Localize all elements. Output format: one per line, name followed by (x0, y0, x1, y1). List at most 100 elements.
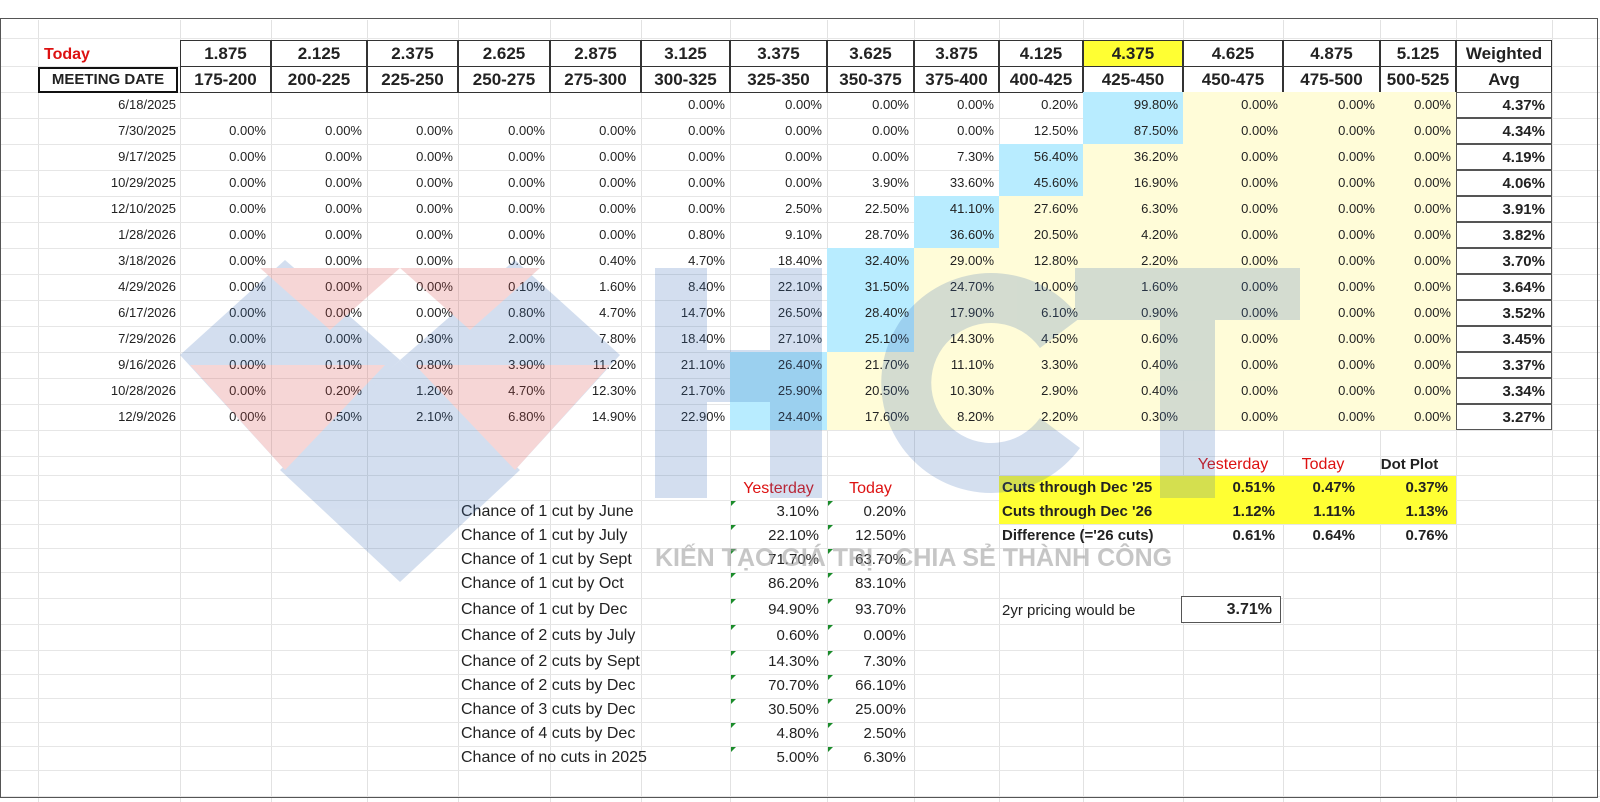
probability-cell[interactable]: 0.00% (1183, 170, 1283, 196)
probability-cell[interactable]: 0.20% (1041, 97, 1078, 112)
probability-cell[interactable]: 0.00% (1183, 92, 1283, 118)
probability-cell[interactable]: 27.10% (777, 331, 822, 346)
probability-cell[interactable]: 41.10% (914, 196, 999, 222)
chance-today-value[interactable]: 66.10% (855, 677, 906, 694)
probability-cell[interactable]: 0.00% (325, 227, 362, 242)
probability-cell[interactable]: 0.00% (1183, 248, 1283, 274)
probability-cell[interactable]: 0.00% (1380, 92, 1456, 118)
probability-cell[interactable]: 32.40% (827, 248, 914, 274)
probability-cell[interactable]: 18.40% (777, 253, 822, 268)
probability-cell[interactable]: 0.00% (325, 331, 362, 346)
probability-cell[interactable]: 0.00% (416, 175, 453, 190)
probability-cell[interactable]: 0.00% (325, 149, 362, 164)
probability-cell[interactable]: 17.60% (827, 404, 914, 430)
chance-today-value[interactable]: 25.00% (855, 701, 906, 718)
probability-cell[interactable]: 0.00% (599, 123, 636, 138)
probability-cell[interactable]: 0.00% (416, 123, 453, 138)
cuts-today-value[interactable]: 1.11% (1283, 500, 1363, 524)
probability-cell[interactable]: 0.00% (1380, 196, 1456, 222)
probability-cell[interactable]: 0.00% (508, 149, 545, 164)
chance-today-value[interactable]: 2.50% (863, 725, 906, 742)
probability-cell[interactable]: 24.40% (730, 404, 827, 430)
probability-cell[interactable]: 28.70% (864, 227, 909, 242)
probability-cell[interactable]: 0.00% (688, 97, 725, 112)
probability-cell[interactable]: 14.70% (680, 305, 725, 320)
probability-cell[interactable]: 0.00% (1380, 274, 1456, 300)
probability-cell[interactable]: 25.10% (827, 326, 914, 352)
probability-cell[interactable]: 0.00% (416, 279, 453, 294)
chance-yesterday-value[interactable]: 70.70% (768, 677, 819, 694)
chance-today-value[interactable]: 93.70% (855, 601, 906, 618)
probability-cell[interactable]: 0.00% (229, 409, 266, 424)
probability-cell[interactable]: 0.00% (785, 149, 822, 164)
cuts-dot-plot-value[interactable]: 0.37% (1363, 476, 1456, 500)
probability-cell[interactable]: 0.00% (599, 227, 636, 242)
probability-cell[interactable]: 0.00% (416, 253, 453, 268)
probability-cell[interactable]: 0.60% (1083, 326, 1183, 352)
probability-cell[interactable]: 0.00% (1380, 248, 1456, 274)
probability-cell[interactable]: 0.00% (1283, 196, 1380, 222)
probability-cell[interactable]: 0.00% (508, 227, 545, 242)
probability-cell[interactable]: 11.20% (592, 357, 636, 372)
probability-cell[interactable]: 1.60% (599, 279, 636, 294)
probability-cell[interactable]: 14.30% (914, 326, 999, 352)
chance-today-value[interactable]: 6.30% (863, 749, 906, 766)
probability-cell[interactable]: 0.00% (229, 253, 266, 268)
chance-yesterday-value[interactable]: 5.00% (776, 749, 819, 766)
probability-cell[interactable]: 0.00% (1283, 248, 1380, 274)
probability-cell[interactable]: 0.90% (1083, 300, 1183, 326)
probability-cell[interactable]: 0.00% (1183, 378, 1283, 404)
probability-cell[interactable]: 16.90% (1083, 170, 1183, 196)
weighted-avg-cell[interactable]: 3.82% (1456, 222, 1552, 248)
probability-cell[interactable]: 2.20% (1083, 248, 1183, 274)
cuts-yesterday-value[interactable]: 1.12% (1183, 500, 1283, 524)
probability-cell[interactable]: 0.00% (325, 279, 362, 294)
probability-cell[interactable]: 20.50% (827, 378, 914, 404)
probability-cell[interactable]: 0.00% (599, 175, 636, 190)
probability-cell[interactable]: 0.20% (325, 383, 362, 398)
probability-cell[interactable]: 7.30% (957, 149, 994, 164)
weighted-avg-cell[interactable]: 3.37% (1456, 352, 1552, 378)
probability-cell[interactable] (180, 92, 271, 118)
probability-cell[interactable]: 27.60% (999, 196, 1083, 222)
probability-cell[interactable]: 14.90% (591, 409, 636, 424)
probability-cell[interactable]: 45.60% (999, 170, 1083, 196)
probability-cell[interactable]: 0.00% (1183, 222, 1283, 248)
probability-cell[interactable]: 6.30% (1083, 196, 1183, 222)
probability-cell[interactable]: 2.50% (785, 201, 822, 216)
chance-yesterday-value[interactable]: 4.80% (776, 725, 819, 742)
weighted-avg-cell[interactable]: 4.19% (1456, 144, 1552, 170)
probability-cell[interactable]: 21.70% (827, 352, 914, 378)
probability-cell[interactable]: 4.50% (999, 326, 1083, 352)
probability-cell[interactable]: 0.00% (416, 227, 453, 242)
chance-yesterday-value[interactable]: 0.60% (776, 627, 819, 644)
probability-cell[interactable]: 0.00% (508, 201, 545, 216)
probability-cell[interactable]: 0.00% (508, 175, 545, 190)
probability-cell[interactable]: 0.00% (688, 175, 725, 190)
probability-cell[interactable]: 0.00% (1183, 144, 1283, 170)
probability-cell[interactable]: 0.00% (688, 123, 725, 138)
probability-cell[interactable]: 56.40% (999, 144, 1083, 170)
probability-cell[interactable]: 0.00% (1183, 196, 1283, 222)
probability-cell[interactable]: 33.60% (949, 175, 994, 190)
weighted-avg-cell[interactable]: 3.64% (1456, 274, 1552, 300)
probability-cell[interactable]: 0.10% (325, 357, 362, 372)
probability-cell[interactable]: 0.00% (229, 201, 266, 216)
probability-cell[interactable]: 2.10% (416, 409, 453, 424)
probability-cell[interactable]: 0.00% (785, 175, 822, 190)
probability-cell[interactable]: 31.50% (827, 274, 914, 300)
weighted-avg-cell[interactable]: 4.37% (1456, 92, 1552, 118)
probability-cell[interactable]: 0.10% (508, 279, 545, 294)
probability-cell[interactable]: 4.70% (688, 253, 725, 268)
probability-cell[interactable]: 0.00% (325, 201, 362, 216)
probability-cell[interactable]: 26.50% (777, 305, 822, 320)
chance-today-value[interactable]: 0.20% (863, 503, 906, 520)
probability-cell[interactable]: 0.00% (229, 227, 266, 242)
cuts-today-value[interactable]: 0.47% (1283, 476, 1363, 500)
pricing-value[interactable]: 3.71% (1181, 596, 1281, 623)
probability-cell[interactable]: 24.70% (914, 274, 999, 300)
probability-cell[interactable]: 2.90% (999, 378, 1083, 404)
chance-yesterday-value[interactable]: 86.20% (768, 575, 819, 592)
probability-cell[interactable]: 3.90% (508, 357, 545, 372)
